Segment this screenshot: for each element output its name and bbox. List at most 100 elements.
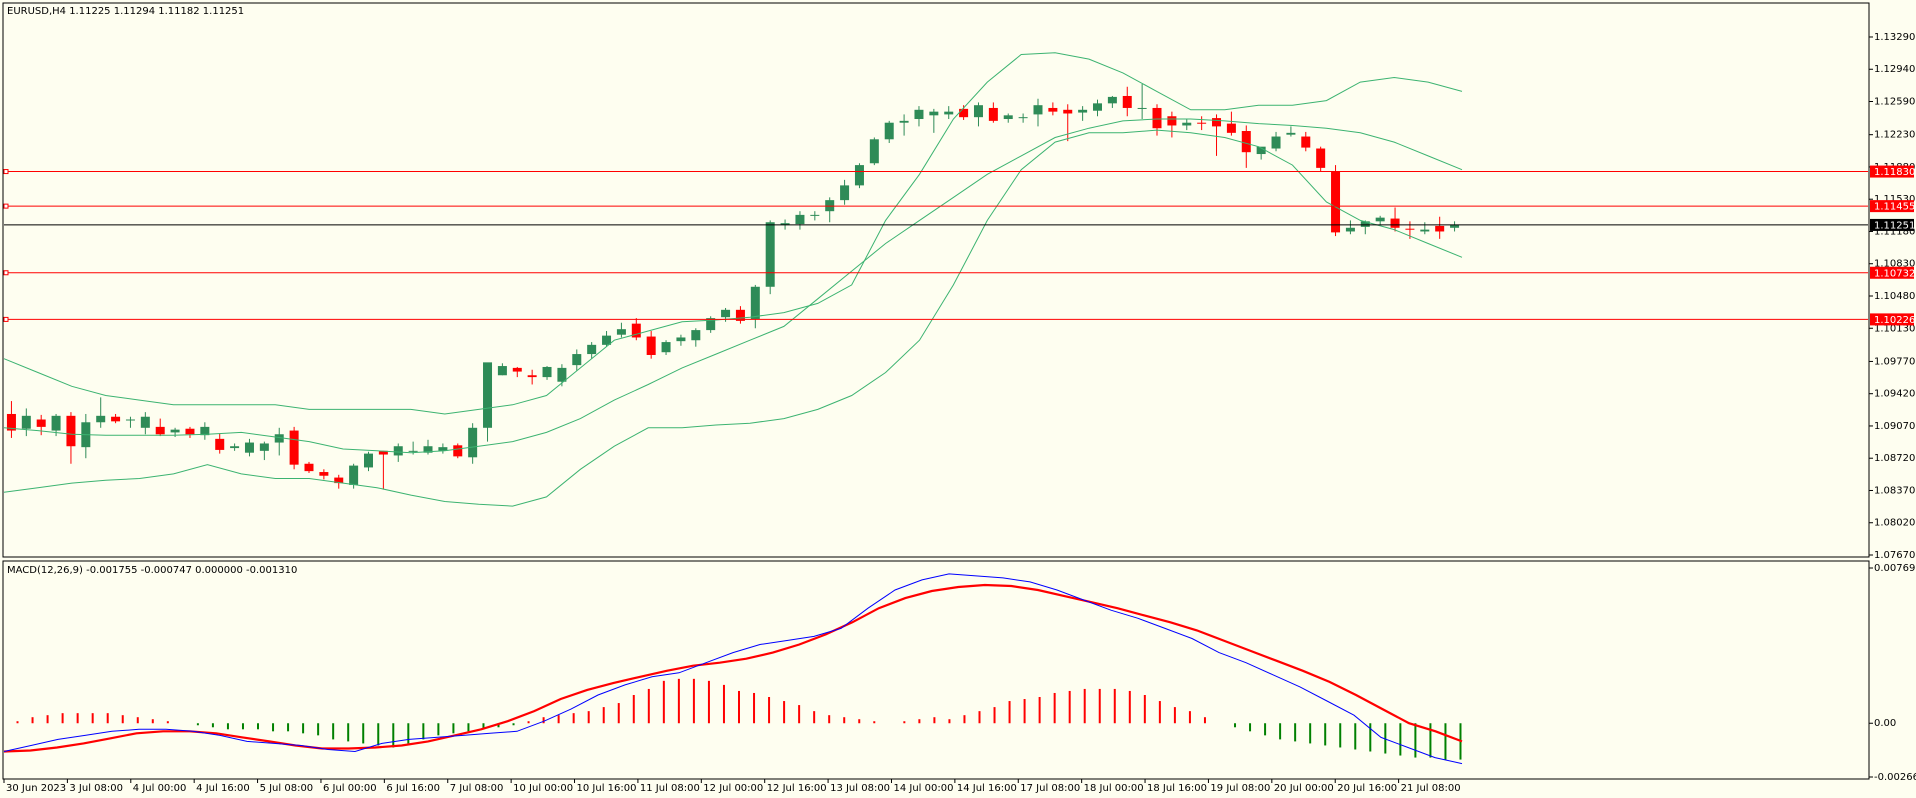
bull-candle (408, 450, 418, 452)
bull-candle (468, 427, 478, 458)
level-price-label: 1.11830 (1874, 167, 1915, 178)
price-axis-label: 1.13290 (1874, 32, 1915, 43)
price-axis-label: 1.08720 (1874, 453, 1915, 464)
bear-candle (36, 419, 46, 427)
bull-candle (1271, 136, 1281, 149)
bollinger-lower-band (3, 129, 1463, 507)
bull-candle (393, 446, 403, 456)
price-axis-label: 1.12590 (1874, 97, 1915, 108)
price-axis-label: 1.07670 (1874, 550, 1915, 561)
time-axis-label: 21 Jul 08:00 (1401, 783, 1461, 794)
bull-candle (765, 222, 775, 287)
bull-candle (914, 109, 924, 120)
level-price-tag (1870, 200, 1914, 213)
bull-candle (587, 344, 597, 355)
bull-candle (274, 434, 284, 443)
bollinger-upper-band (3, 52, 1463, 415)
bear-candle (1226, 123, 1236, 133)
bull-candle (795, 214, 805, 225)
level-line-handle[interactable] (3, 270, 9, 276)
main-pane-frame (2, 2, 1870, 558)
bull-candle (840, 185, 850, 201)
bull-candle (854, 165, 864, 186)
bollinger-middle-band (3, 118, 1463, 454)
bear-candle (289, 430, 299, 465)
macd-pane-frame (2, 560, 1870, 780)
macd-signal-line (3, 583, 1463, 753)
bull-candle (1182, 122, 1192, 126)
price-axis-label: 1.11530 (1874, 194, 1915, 205)
bull-candle (721, 309, 731, 318)
level-line-handle[interactable] (3, 316, 9, 322)
time-axis-label: 14 Jul 00:00 (893, 783, 953, 794)
macd-axis-label: 0.007691 (1874, 563, 1916, 574)
bull-candle (1093, 103, 1102, 111)
bear-candle (1212, 118, 1222, 127)
bull-candle (438, 447, 448, 451)
bull-candle (259, 443, 269, 451)
bull-candle (244, 442, 254, 453)
level-price-label: 1.10226 (1874, 315, 1915, 326)
time-axis-label: 13 Jul 08:00 (830, 783, 890, 794)
time-axis-label: 3 Jul 08:00 (69, 783, 123, 794)
bear-candle (1063, 109, 1073, 114)
bear-candle (304, 463, 314, 472)
bull-candle (497, 366, 507, 376)
symbol-header: EURUSD,H4 1.11225 1.11294 1.11182 1.1125… (7, 6, 244, 17)
bear-candle (646, 336, 656, 355)
bear-candle (6, 413, 16, 431)
bull-candle (929, 111, 939, 116)
price-axis-label: 1.08370 (1874, 485, 1915, 496)
bull-candle (1286, 132, 1296, 135)
bull-candle (750, 286, 760, 320)
bear-candle (215, 438, 225, 450)
price-axis-label: 1.10480 (1874, 291, 1915, 302)
level-line-handle[interactable] (3, 203, 9, 209)
time-axis-label: 12 Jul 16:00 (767, 783, 827, 794)
bull-candle (140, 416, 150, 428)
bull-candle (557, 367, 567, 382)
bear-candle (66, 415, 76, 447)
bear-candle (735, 309, 745, 321)
bull-candle (572, 354, 582, 366)
bear-candle (1152, 107, 1162, 129)
bull-candle (1003, 115, 1013, 120)
bear-candle (185, 428, 195, 435)
bear-candle (512, 367, 522, 372)
bull-candle (423, 446, 433, 453)
bull-candle (349, 465, 359, 485)
bull-candle (706, 318, 716, 331)
time-axis-label: 6 Jul 16:00 (386, 783, 440, 794)
bear-candle (1301, 136, 1311, 148)
bear-candle (631, 323, 641, 338)
bear-candle (527, 375, 537, 378)
time-axis-label: 7 Jul 08:00 (450, 783, 504, 794)
bull-candle (1033, 105, 1043, 115)
time-axis-label: 19 Jul 08:00 (1210, 783, 1270, 794)
time-axis-label: 14 Jul 16:00 (957, 783, 1017, 794)
price-axis-label: 1.09420 (1874, 389, 1915, 400)
time-axis-label: 30 Jun 2023 (6, 783, 66, 794)
bear-candle (1197, 122, 1207, 124)
level-line-handle[interactable] (3, 169, 9, 175)
bull-candle (661, 342, 671, 353)
macd-header: MACD(12,26,9) -0.001755 -0.000747 0.0000… (7, 565, 297, 576)
bull-candle (676, 337, 686, 342)
bull-candle (1018, 117, 1028, 119)
macd-main-line (3, 573, 1463, 765)
time-axis-label: 18 Jul 00:00 (1084, 783, 1144, 794)
bull-candle (973, 105, 983, 118)
price-axis-label: 1.09070 (1874, 421, 1915, 432)
macd-axis-label: 0.00 (1874, 718, 1896, 729)
bull-candle (170, 429, 180, 433)
bear-candle (1435, 225, 1445, 232)
level-price-label: 1.11455 (1874, 202, 1915, 213)
bull-candle (899, 120, 909, 123)
bull-candle (21, 415, 31, 429)
bull-candle (869, 139, 879, 164)
time-axis-label: 4 Jul 16:00 (196, 783, 250, 794)
bear-candle (453, 445, 463, 457)
bear-candle (319, 472, 329, 476)
